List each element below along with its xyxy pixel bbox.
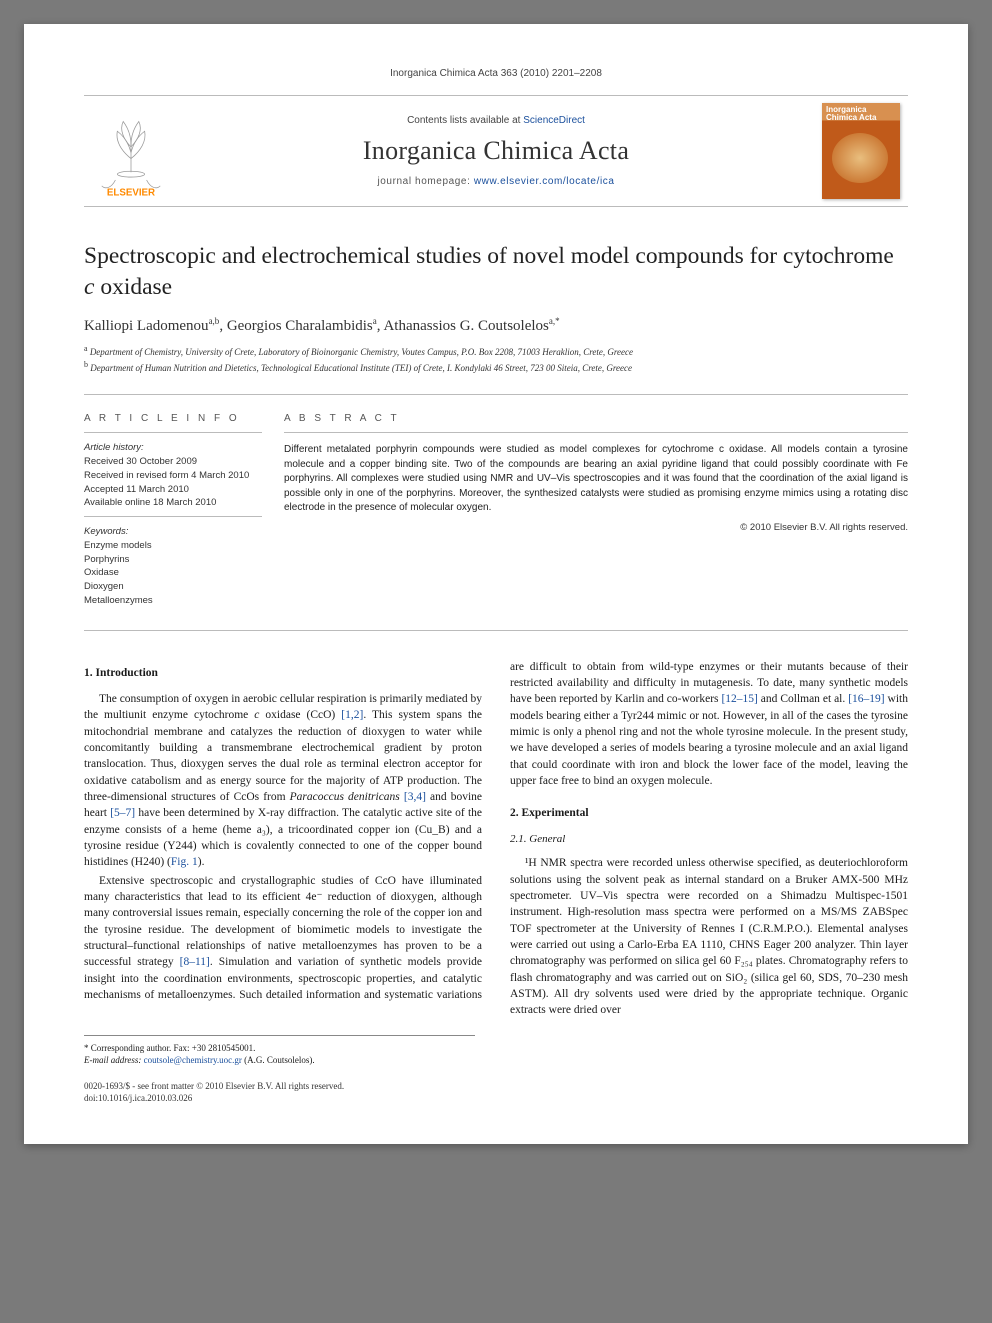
title-ital: c <box>84 274 94 300</box>
journal-homepage-line: journal homepage: www.elsevier.com/locat… <box>377 176 614 187</box>
history-revised: Received in revised form 4 March 2010 <box>84 469 262 483</box>
title-block: Spectroscopic and electrochemical studie… <box>84 241 908 374</box>
info-divider-2 <box>84 516 262 517</box>
author-2: Georgios Charalambidisa <box>227 318 377 334</box>
author-1: Kalliopi Ladomenoua,b <box>84 318 219 334</box>
title-post: oxidase <box>94 274 172 300</box>
contents-lists-text: Contents lists available at <box>407 115 523 126</box>
cover-thumb-zone: Inorganica Chimica Acta <box>814 96 908 206</box>
page-footer: 0020-1693/$ - see front matter © 2010 El… <box>84 1080 908 1104</box>
intro-p2d: with models bearing either a Tyr244 mimi… <box>510 693 908 787</box>
ref-5-7-link[interactable]: [5–7] <box>110 807 135 819</box>
footnote-zone: * Corresponding author. Fax: +30 2810545… <box>84 1035 475 1066</box>
journal-header: ELSEVIER Contents lists available at Sci… <box>84 95 908 207</box>
abstract-copyright: © 2010 Elsevier B.V. All rights reserved… <box>284 522 908 533</box>
ref-3-4-link[interactable]: [3,4] <box>404 791 426 803</box>
history-label: Article history: <box>84 441 262 455</box>
intro-p1-species: Paracoccus denitricans <box>290 791 400 803</box>
affil-a-text: Department of Chemistry, University of C… <box>90 347 633 357</box>
elsevier-tree-icon: ELSEVIER <box>92 102 170 200</box>
article-info-col: A R T I C L E I N F O Article history: R… <box>84 413 284 607</box>
affil-b: b Department of Human Nutrition and Diet… <box>84 359 908 375</box>
ref-1-2-link[interactable]: [1,2] <box>341 709 363 721</box>
intro-p1e: have been determined by X-ray diffractio… <box>84 807 482 868</box>
author-3-name: Athanassios G. Coutsolelos <box>383 318 548 334</box>
keyword-2: Porphyrins <box>84 553 262 567</box>
abstract-col: A B S T R A C T Different metalated porp… <box>284 413 908 607</box>
keyword-1: Enzyme models <box>84 539 262 553</box>
sciencedirect-link[interactable]: ScienceDirect <box>523 115 585 126</box>
ref-8-11-link[interactable]: [8–11] <box>180 956 210 968</box>
title-pre: Spectroscopic and electrochemical studie… <box>84 243 894 269</box>
experimental-heading: 2. Experimental <box>510 805 908 821</box>
journal-homepage-link[interactable]: www.elsevier.com/locate/ica <box>474 176 615 187</box>
contents-lists-line: Contents lists available at ScienceDirec… <box>407 115 585 126</box>
keyword-5: Metalloenzymes <box>84 594 262 608</box>
keywords-label: Keywords: <box>84 525 262 539</box>
author-1-sup: a,b <box>209 316 220 326</box>
author-3-sup: a,* <box>549 316 560 326</box>
page: Inorganica Chimica Acta 363 (2010) 2201–… <box>24 24 968 1144</box>
history-received: Received 30 October 2009 <box>84 455 262 469</box>
corr-author-line: * Corresponding author. Fax: +30 2810545… <box>84 1042 475 1054</box>
affil-a-sup: a <box>84 344 88 353</box>
cover-title-l2: Chimica Acta <box>826 113 876 122</box>
email-who: (A.G. Coutsolelos). <box>244 1055 315 1065</box>
cover-art-icon <box>832 133 888 183</box>
body-columns: 1. Introduction The consumption of oxyge… <box>84 659 908 1019</box>
journal-cover-icon: Inorganica Chimica Acta <box>822 103 900 199</box>
affil-a: a Department of Chemistry, University of… <box>84 343 908 359</box>
intro-p1f: ). <box>198 856 205 868</box>
article-title: Spectroscopic and electrochemical studie… <box>84 241 908 302</box>
history-online: Available online 18 March 2010 <box>84 496 262 510</box>
intro-p1c: . This system spans the mitochondrial me… <box>84 709 482 803</box>
ref-16-19-link[interactable]: [16–19] <box>848 693 884 705</box>
header-middle: Contents lists available at ScienceDirec… <box>178 96 814 206</box>
history-accepted: Accepted 11 March 2010 <box>84 483 262 497</box>
keyword-3: Oxidase <box>84 566 262 580</box>
info-abstract-zone: A R T I C L E I N F O Article history: R… <box>84 394 908 630</box>
info-divider-1 <box>84 432 262 433</box>
affil-b-text: Department of Human Nutrition and Dietet… <box>90 363 632 373</box>
corr-email-link[interactable]: coutsole@chemistry.uoc.gr <box>144 1055 242 1065</box>
affiliations: a Department of Chemistry, University of… <box>84 343 908 374</box>
keyword-4: Dioxygen <box>84 580 262 594</box>
journal-homepage-label: journal homepage: <box>377 176 473 187</box>
article-history: Article history: Received 30 October 200… <box>84 441 262 510</box>
abstract-text: Different metalated porphyrin compounds … <box>284 443 908 516</box>
author-3: Athanassios G. Coutsolelosa,* <box>383 318 559 334</box>
doi-line: doi:10.1016/j.ica.2010.03.026 <box>84 1092 908 1104</box>
author-2-sup: a <box>373 316 377 326</box>
running-head: Inorganica Chimica Acta 363 (2010) 2201–… <box>84 68 908 79</box>
publisher-logo-zone: ELSEVIER <box>84 96 178 206</box>
intro-p2a: Extensive spectroscopic and crystallogra… <box>84 875 482 969</box>
affil-b-sup: b <box>84 360 88 369</box>
intro-p1: The consumption of oxygen in aerobic cel… <box>84 691 482 871</box>
intro-p2c: and Collman et al. <box>758 693 848 705</box>
abs-divider <box>284 432 908 433</box>
ref-12-15-link[interactable]: [12–15] <box>721 693 757 705</box>
article-info-heading: A R T I C L E I N F O <box>84 413 262 424</box>
author-1-name: Kalliopi Ladomenou <box>84 318 209 334</box>
experimental-general-heading: 2.1. General <box>510 832 908 848</box>
intro-p1b: oxidase (CcO) <box>259 709 341 721</box>
front-matter-line: 0020-1693/$ - see front matter © 2010 El… <box>84 1080 908 1092</box>
author-2-name: Georgios Charalambidis <box>227 318 373 334</box>
intro-heading: 1. Introduction <box>84 665 482 681</box>
keywords-block: Keywords: Enzyme models Porphyrins Oxida… <box>84 525 262 608</box>
cover-title: Inorganica Chimica Acta <box>826 106 876 123</box>
fig-1-link[interactable]: Fig. 1 <box>171 856 198 868</box>
abstract-heading: A B S T R A C T <box>284 413 908 424</box>
authors: Kalliopi Ladomenoua,b, Georgios Charalam… <box>84 316 908 335</box>
journal-name: Inorganica Chimica Acta <box>363 136 629 166</box>
experimental-p1: ¹H NMR spectra were recorded unless othe… <box>510 855 908 1018</box>
email-line: E-mail address: coutsole@chemistry.uoc.g… <box>84 1054 475 1066</box>
email-label: E-mail address: <box>84 1055 141 1065</box>
elsevier-wordmark: ELSEVIER <box>107 188 155 199</box>
